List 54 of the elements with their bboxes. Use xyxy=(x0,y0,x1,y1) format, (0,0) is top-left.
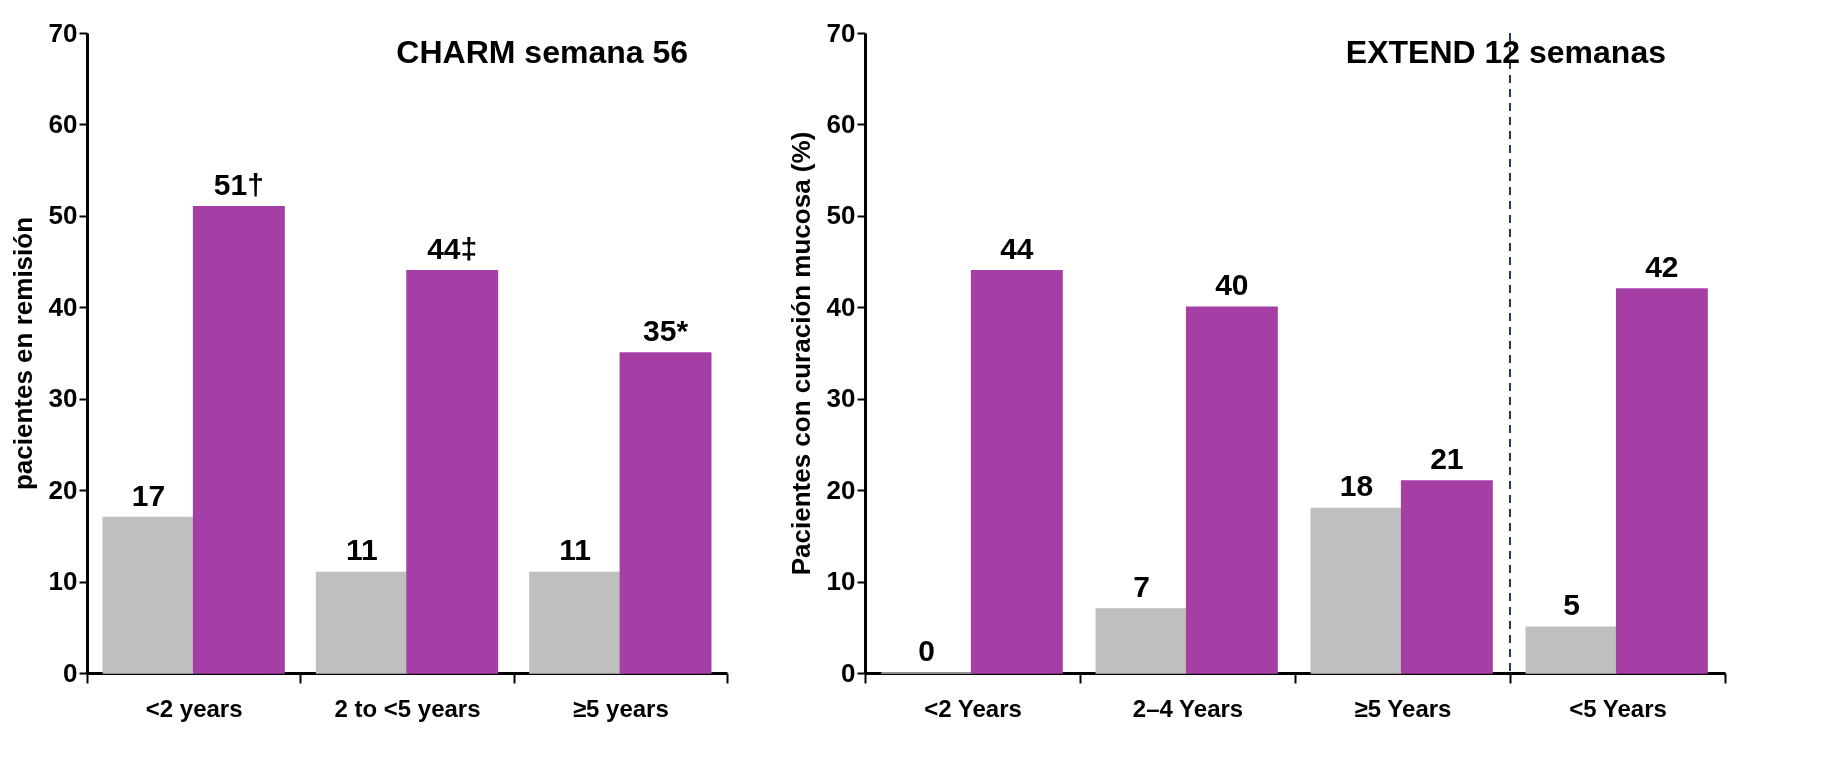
data-label: 7 xyxy=(1133,570,1150,603)
data-label: 11 xyxy=(345,533,378,567)
y-axis-title: pacientes en remisión xyxy=(7,216,38,491)
y-tick-label: 10 xyxy=(826,566,856,597)
bar xyxy=(1310,507,1403,674)
data-label: 35* xyxy=(643,314,689,347)
bar xyxy=(970,269,1063,674)
y-tick-label: 0 xyxy=(841,657,856,688)
x-tick-label: ≥5 Years xyxy=(1354,694,1452,722)
y-tick-label: 10 xyxy=(48,566,78,597)
y-tick-label: 20 xyxy=(48,474,78,505)
bar xyxy=(192,205,285,674)
bar xyxy=(1185,306,1278,674)
chart-title: CHARM semana 56 xyxy=(396,34,688,70)
chart-title: EXTEND 12 semanas xyxy=(1345,34,1666,70)
data-label: 0 xyxy=(918,634,935,667)
bar xyxy=(406,269,499,674)
data-label: 17 xyxy=(131,478,166,512)
x-tick-label: <2 Years xyxy=(924,694,1022,722)
y-tick-label: 40 xyxy=(826,291,856,322)
y-tick-label: 0 xyxy=(63,657,78,688)
y-tick-label: 60 xyxy=(48,108,78,139)
bar xyxy=(529,571,622,674)
y-tick-label: 50 xyxy=(48,200,78,231)
data-label: 42 xyxy=(1645,250,1679,283)
data-label: 11 xyxy=(559,533,591,567)
y-tick-label: 20 xyxy=(826,474,856,505)
data-label: 44 xyxy=(1000,231,1034,265)
data-label: 40 xyxy=(1215,268,1249,302)
y-tick-label: 50 xyxy=(826,200,856,231)
y-axis-title: Pacientes con curación mucosa (%) xyxy=(785,131,816,576)
y-tick-label: 70 xyxy=(826,17,856,48)
y-tick-label: 30 xyxy=(48,383,78,414)
x-tick-label: 2 to <5 years xyxy=(334,694,481,722)
x-tick-label: 2–4 Years xyxy=(1132,694,1244,722)
bar xyxy=(1095,608,1188,674)
x-tick-label: <2 years xyxy=(145,694,243,722)
y-tick-label: 70 xyxy=(48,17,78,48)
x-tick-label: ≥5 years xyxy=(572,694,669,722)
y-tick-label: 30 xyxy=(826,383,856,414)
bar xyxy=(102,516,195,674)
bar xyxy=(1400,480,1493,674)
bar xyxy=(1525,626,1618,674)
bar xyxy=(1615,288,1708,674)
y-tick-label: 60 xyxy=(826,108,856,139)
y-tick-label: 40 xyxy=(48,291,78,322)
x-tick-label: <5 Years xyxy=(1569,694,1667,722)
bar xyxy=(619,352,712,674)
bar xyxy=(315,571,408,674)
data-label: 21 xyxy=(1430,442,1464,475)
data-label: 18 xyxy=(1339,469,1374,503)
data-label: 44‡ xyxy=(427,231,478,265)
data-label: 5 xyxy=(1563,588,1580,622)
data-label: 51† xyxy=(213,167,264,201)
